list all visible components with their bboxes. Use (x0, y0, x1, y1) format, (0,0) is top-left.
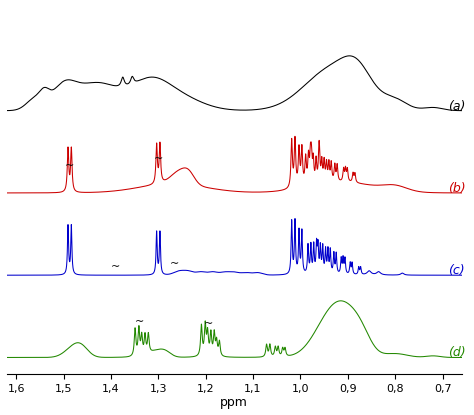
Text: ~: ~ (135, 317, 144, 327)
Text: (a): (a) (448, 100, 465, 112)
Text: (d): (d) (448, 347, 466, 359)
Text: ~: ~ (111, 261, 120, 271)
Text: ~: ~ (154, 154, 163, 164)
Text: (b): (b) (448, 182, 466, 195)
Text: (c): (c) (448, 264, 465, 277)
X-axis label: ppm: ppm (220, 396, 248, 410)
Text: ~: ~ (65, 161, 74, 171)
Text: ~: ~ (170, 259, 180, 269)
Text: ~: ~ (203, 320, 213, 330)
